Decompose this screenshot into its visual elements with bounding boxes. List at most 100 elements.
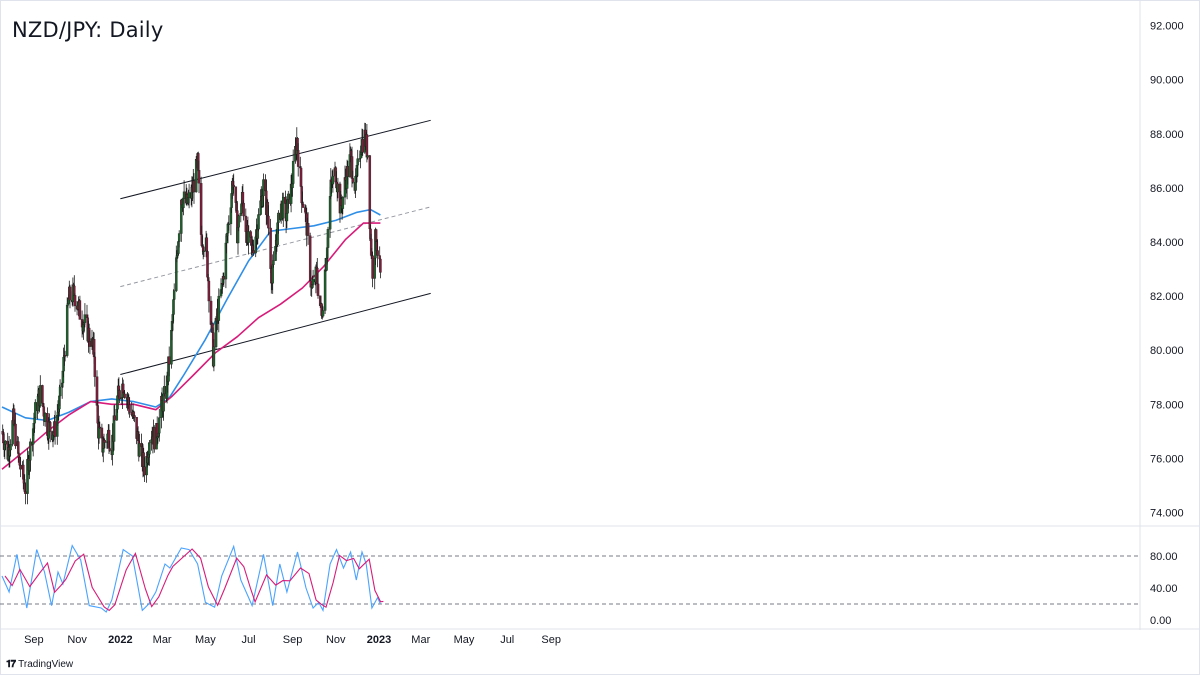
candle [43, 412, 47, 427]
candle [172, 283, 176, 300]
candle [376, 239, 379, 268]
time-tick-label-3: Mar [153, 634, 172, 646]
candle [34, 399, 37, 419]
price-tick-label-4: 84.000 [1150, 237, 1184, 249]
price-tick-label-9: 74.000 [1150, 507, 1184, 519]
price-tick-label-3: 86.000 [1150, 183, 1184, 195]
time-axis[interactable]: Sep Nov 2022 Mar May Jul Sep Nov 2023 Mar May Jul Se… [24, 634, 561, 646]
candle [306, 212, 310, 245]
candle [272, 251, 275, 268]
ma-magenta-line [1, 222, 381, 470]
candle [93, 352, 97, 387]
candle [326, 226, 330, 260]
tradingview-logo-icon: 𝟏𝟕 [6, 659, 16, 670]
time-tick-label-9: Mar [411, 634, 430, 646]
price-tick-label-7: 78.000 [1150, 399, 1184, 411]
candle [291, 149, 295, 185]
candle [301, 201, 305, 208]
stochastic-d-line [4, 548, 384, 612]
channel-lower-line [120, 292, 431, 376]
candle [267, 205, 270, 236]
price-tick-label-0: 92.000 [1150, 21, 1184, 33]
price-tick-label-5: 82.000 [1150, 291, 1184, 303]
channel-upper-line [120, 119, 431, 200]
candle [232, 173, 235, 196]
candle [296, 143, 300, 177]
candle [379, 258, 382, 279]
candle [123, 390, 126, 399]
candle [341, 195, 345, 215]
candle [73, 293, 77, 312]
candlesticks [1, 122, 382, 505]
oscillator-tick-label-2: 0.00 [1150, 615, 1171, 627]
oscillator-bands [0, 555, 1140, 605]
candle [48, 421, 52, 443]
candle [269, 218, 272, 273]
candle [103, 438, 106, 449]
price-tick-label-1: 90.000 [1150, 75, 1184, 87]
candle [158, 409, 161, 442]
candle [39, 375, 42, 408]
stochastic-k-line [1, 544, 381, 613]
channel-mid-line [120, 206, 431, 288]
candle [316, 273, 320, 299]
price-axis[interactable]: 92.000 90.000 88.000 86.000 84.000 82.000 80.0… [1150, 21, 1184, 520]
candle [202, 247, 206, 257]
candle [98, 421, 102, 429]
price-tick-label-6: 80.000 [1150, 345, 1184, 357]
candle [177, 230, 181, 248]
candle [371, 251, 374, 288]
time-tick-label-1: Nov [67, 634, 87, 646]
time-tick-label-2: 2022 [108, 634, 132, 646]
candle [58, 379, 62, 406]
candle [242, 200, 245, 221]
candle [68, 284, 72, 309]
time-tick-label-10: May [454, 634, 475, 646]
candle [83, 303, 87, 328]
candle [29, 438, 32, 472]
candle [138, 434, 141, 458]
candle [133, 414, 136, 423]
candle [217, 288, 221, 333]
branding-text: TradingView [18, 659, 74, 670]
time-tick-label-4: May [195, 634, 216, 646]
oscillator-tick-label-1: 40.00 [1150, 583, 1178, 595]
candle [153, 425, 156, 453]
candle [237, 214, 240, 232]
candle [118, 388, 121, 403]
chart-title: NZD/JPY: Daily [12, 18, 164, 42]
candle [212, 339, 216, 372]
candle [128, 397, 131, 418]
candle [14, 412, 17, 449]
candle [321, 306, 325, 318]
candle [78, 295, 82, 320]
oscillator-tick-label-0: 80.00 [1150, 551, 1178, 563]
candle [282, 192, 285, 227]
moving-averages [1, 208, 381, 470]
time-tick-label-8: 2023 [367, 634, 391, 646]
oscillator-axis[interactable]: 80.00 40.00 0.00 [1150, 551, 1178, 627]
time-tick-label-12: Sep [541, 634, 561, 646]
candle [197, 160, 201, 194]
candle [351, 170, 355, 184]
candle [356, 149, 359, 178]
time-tick-label-5: Jul [242, 634, 256, 646]
candle [331, 169, 335, 193]
time-tick-label-7: Nov [326, 634, 346, 646]
price-tick-label-8: 76.000 [1150, 453, 1184, 465]
candle [163, 375, 166, 397]
tradingview-branding[interactable]: 𝟏𝟕 TradingView [6, 659, 73, 670]
stochastic-oscillator [1, 544, 384, 613]
candle [207, 278, 211, 313]
candle [148, 440, 151, 466]
candle [257, 208, 260, 232]
time-tick-label-0: Sep [24, 634, 44, 646]
candle [108, 440, 111, 452]
time-tick-label-11: Jul [500, 634, 514, 646]
time-tick-label-6: Sep [283, 634, 303, 646]
candle [227, 215, 231, 231]
candle [9, 439, 12, 457]
price-tick-label-2: 88.000 [1150, 129, 1184, 141]
